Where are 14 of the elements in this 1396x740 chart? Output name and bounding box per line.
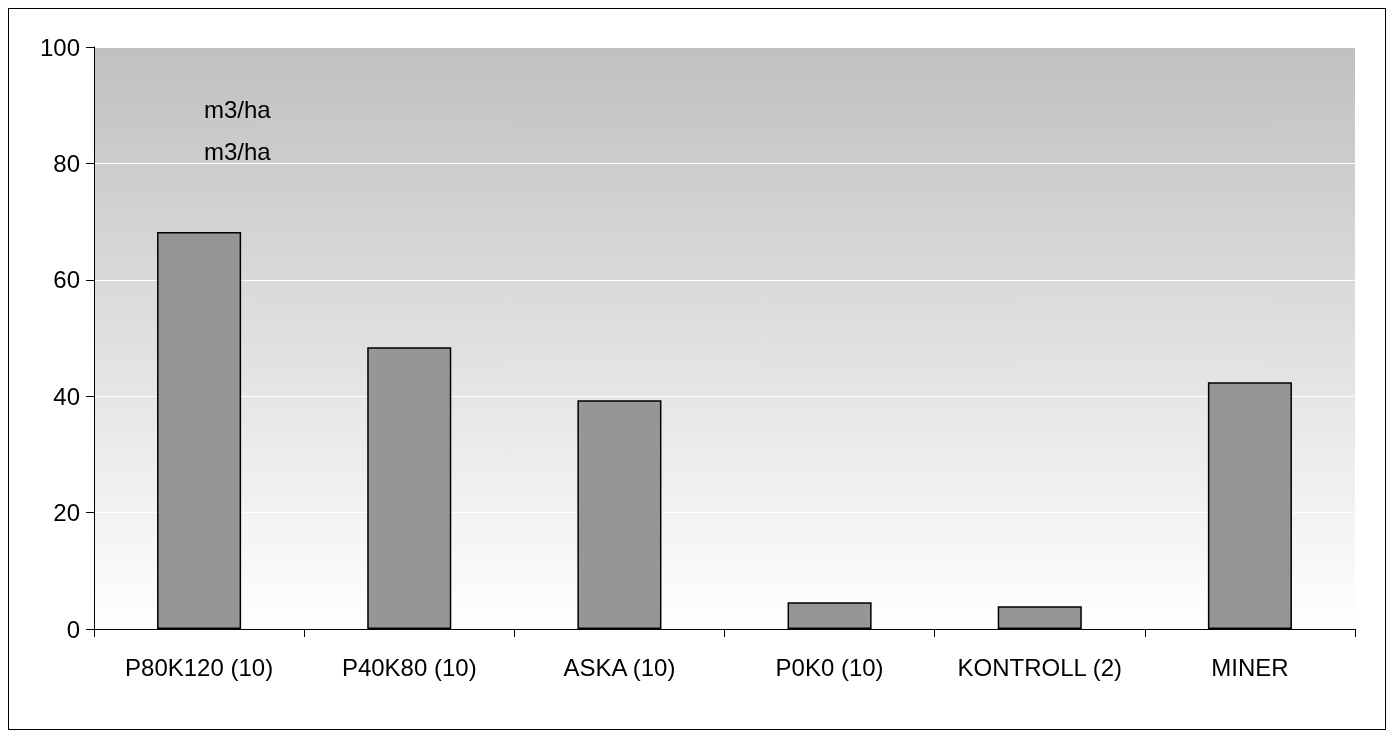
y-tick-label: 100 <box>39 33 80 61</box>
y-tick-label: 60 <box>53 266 80 294</box>
x-tick-label: MINER <box>1211 653 1289 681</box>
annotation: m3/ha <box>204 137 272 165</box>
annotation: m3/ha <box>204 95 272 123</box>
y-tick-label: 80 <box>53 149 80 177</box>
x-tick-label: KONTROLL (2) <box>957 653 1122 681</box>
x-tick-label: ASKA (10) <box>563 653 676 681</box>
y-tick-label: 40 <box>53 382 80 410</box>
x-tick-label: P80K120 (10) <box>125 653 274 681</box>
x-tick-label: P0K0 (10) <box>775 653 884 681</box>
y-tick-label: 20 <box>53 499 80 527</box>
y-tick-label: 0 <box>66 615 80 643</box>
x-tick-label: P40K80 (10) <box>341 653 477 681</box>
